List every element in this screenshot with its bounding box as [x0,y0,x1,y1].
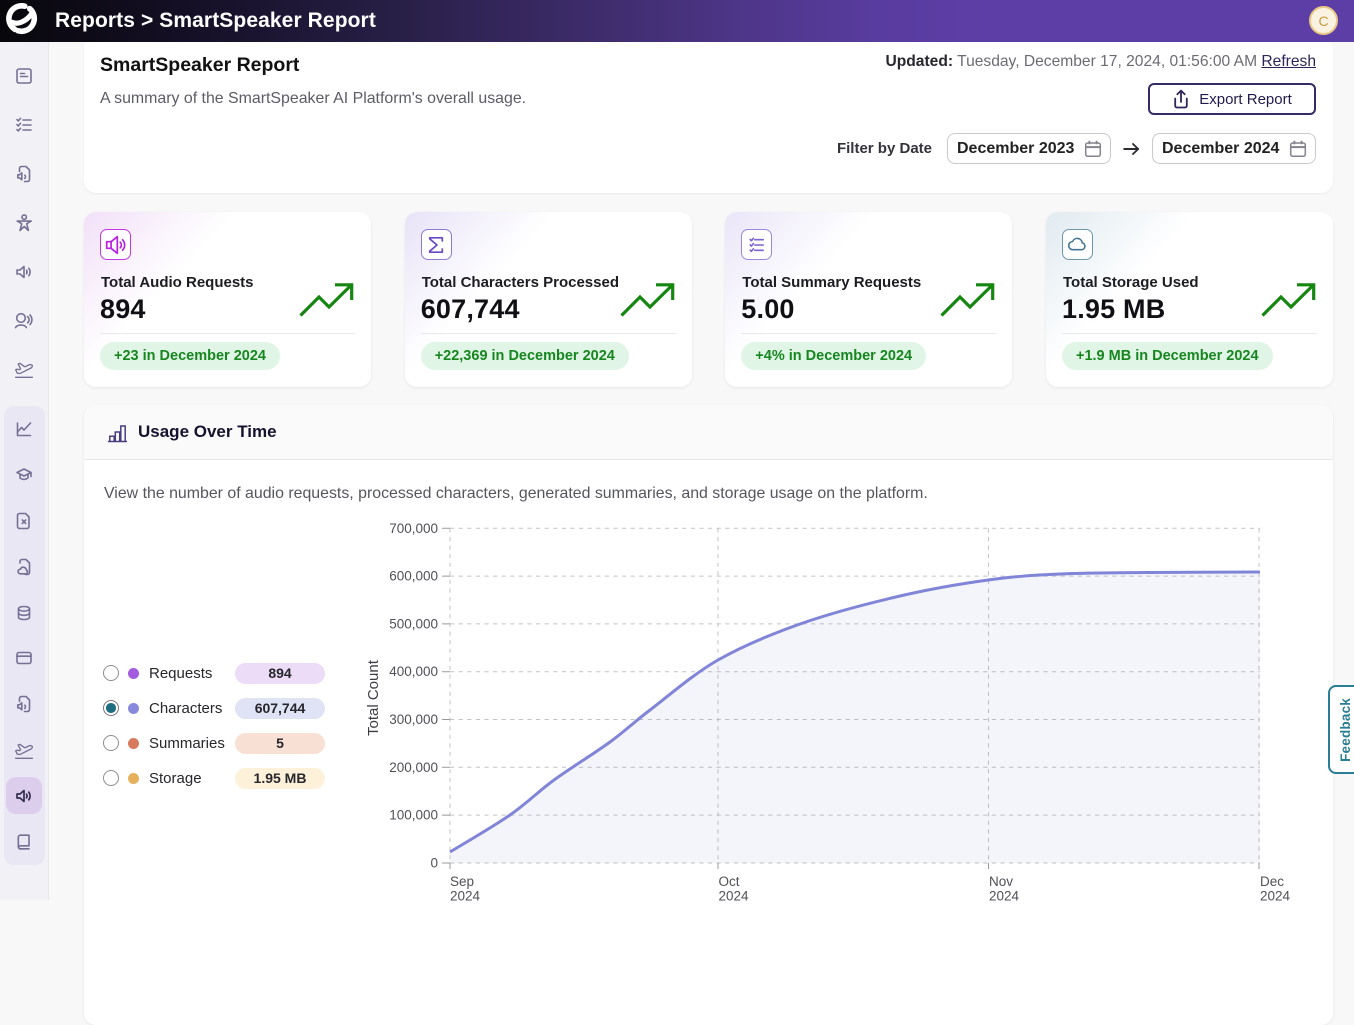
svg-text:2024: 2024 [989,889,1020,904]
svg-text:500,000: 500,000 [389,616,438,631]
svg-text:2024: 2024 [719,889,750,904]
svg-text:700,000: 700,000 [389,521,438,536]
svg-text:Nov: Nov [989,874,1013,889]
svg-text:300,000: 300,000 [389,712,438,727]
svg-text:Dec: Dec [1260,874,1284,889]
svg-text:400,000: 400,000 [389,664,438,679]
svg-text:Oct: Oct [719,874,740,889]
svg-text:Sep: Sep [450,874,474,889]
svg-text:2024: 2024 [1260,889,1291,904]
svg-text:600,000: 600,000 [389,569,438,584]
svg-text:2024: 2024 [450,889,481,904]
svg-text:0: 0 [430,855,438,870]
svg-text:200,000: 200,000 [389,760,438,775]
svg-text:100,000: 100,000 [389,808,438,823]
